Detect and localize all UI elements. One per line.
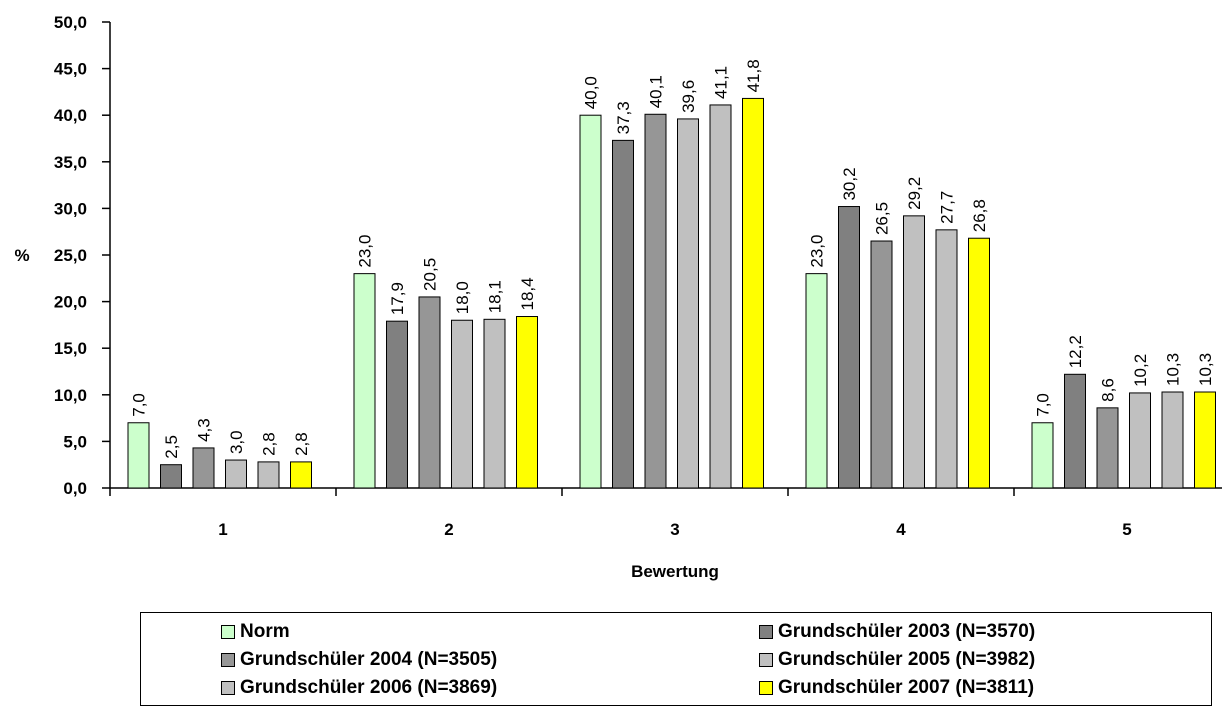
bar-6-cat-4 [968, 237, 990, 489]
y-tick-label: 30,0 [54, 199, 87, 218]
data-label: 3,0 [227, 430, 246, 454]
data-label: 7,0 [1034, 393, 1053, 417]
bar-2-cat-5 [1064, 373, 1086, 489]
legend-label: Grundschüler 2003 (N=3570) [778, 621, 1036, 642]
legend-label: Grundschüler 2005 (N=3982) [778, 649, 1036, 670]
y-tick-label: 25,0 [54, 246, 87, 265]
data-label: 23,0 [808, 235, 827, 268]
legend-swatch [221, 625, 235, 639]
bar-1-cat-5 [1031, 422, 1054, 489]
x-tick-label: 5 [1122, 520, 1131, 539]
data-label: 23,0 [356, 235, 375, 268]
y-tick-label: 50,0 [54, 13, 87, 32]
legend-swatch [221, 653, 235, 667]
bar-4-cat-5 [1129, 392, 1151, 489]
data-label: 29,2 [905, 177, 924, 210]
data-label: 40,0 [582, 76, 601, 109]
bar-6-cat-5 [1194, 391, 1216, 489]
legend-label: Grundschüler 2004 (N=3505) [240, 649, 498, 670]
bar-4-cat-4 [903, 215, 925, 489]
y-tick-label: 20,0 [54, 293, 87, 312]
legend-item: Norm [221, 620, 290, 644]
legend-swatch [759, 625, 773, 639]
data-label: 26,5 [873, 202, 892, 235]
data-label: 8,6 [1099, 378, 1118, 402]
legend-item: Grundschüler 2005 (N=3982) [759, 648, 1035, 672]
bar-5-cat-3 [709, 104, 732, 489]
legend-item: Grundschüler 2007 (N=3811) [759, 676, 1034, 700]
x-tick-label: 3 [670, 520, 679, 539]
bar-2-cat-3 [612, 139, 634, 489]
legend-swatch [221, 681, 235, 695]
data-label: 10,2 [1131, 354, 1150, 387]
data-label: 40,1 [647, 75, 666, 108]
bar-6-cat-1 [290, 461, 312, 489]
bar-2-cat-2 [386, 320, 408, 489]
data-label: 18,4 [518, 277, 537, 310]
data-label: 39,6 [679, 80, 698, 113]
y-tick-label: 35,0 [54, 153, 87, 172]
data-label: 10,3 [1196, 353, 1215, 386]
data-label: 26,8 [970, 199, 989, 232]
bar-6-cat-3 [742, 97, 764, 489]
data-label: 41,8 [744, 59, 763, 92]
legend-label: Grundschüler 2006 (N=3869) [240, 677, 498, 698]
bar-chart: 0,0 5,0 10,0 15,0 20,0 25,0 30,0 35,0 40,0 45,0 50… [14, 13, 1222, 581]
bar-3-cat-2 [418, 296, 441, 489]
x-axis-title: Bewertung [631, 562, 719, 581]
x-tick-label: 2 [444, 520, 453, 539]
bar-5-cat-4 [935, 229, 958, 489]
y-tick-label: 10,0 [54, 386, 87, 405]
bar-3-cat-3 [644, 113, 667, 489]
bar-3-cat-1 [192, 447, 215, 489]
data-label: 30,2 [840, 167, 859, 200]
y-tick-label: 15,0 [54, 339, 87, 358]
bar-3-cat-4 [870, 240, 893, 489]
data-label: 17,9 [388, 282, 407, 315]
data-label: 27,7 [938, 191, 957, 224]
legend-swatch [759, 653, 773, 667]
data-label: 18,0 [453, 281, 472, 314]
bar-1-cat-2 [353, 273, 376, 489]
y-tick-label: 5,0 [63, 432, 87, 451]
data-label: 41,1 [712, 66, 731, 99]
legend-item: Grundschüler 2003 (N=3570) [759, 620, 1035, 644]
data-label: 37,3 [614, 101, 633, 134]
y-tick-label: 0,0 [63, 479, 87, 498]
legend-item: Grundschüler 2006 (N=3869) [221, 676, 497, 700]
data-label: 7,0 [130, 393, 149, 417]
bar-4-cat-2 [451, 319, 473, 489]
data-label: 18,1 [486, 280, 505, 313]
bar-3-cat-5 [1096, 407, 1119, 489]
data-label: 4,3 [195, 418, 214, 442]
data-label: 2,8 [292, 432, 311, 456]
legend-label: Grundschüler 2007 (N=3811) [778, 677, 1035, 698]
bar-2-cat-1 [160, 464, 182, 489]
bar-5-cat-2 [483, 318, 506, 489]
bar-1-cat-4 [805, 273, 828, 489]
data-label: 2,5 [162, 435, 181, 459]
legend-item: Grundschüler 2004 (N=3505) [221, 648, 497, 672]
data-label: 12,2 [1066, 335, 1085, 368]
bar-1-cat-1 [127, 422, 150, 489]
legend-swatch [759, 681, 773, 695]
y-axis-title: % [14, 246, 29, 265]
x-tick-label: 4 [896, 520, 906, 539]
bar-4-cat-3 [677, 118, 699, 489]
bar-4-cat-1 [225, 459, 247, 489]
bar-1-cat-3 [579, 114, 602, 489]
data-label: 2,8 [260, 432, 279, 456]
bar-2-cat-4 [838, 206, 860, 489]
bar-6-cat-2 [516, 316, 538, 489]
y-tick-label: 45,0 [54, 60, 87, 79]
data-label: 20,5 [421, 258, 440, 291]
legend: Norm Grundschüler 2003 (N=3570) Grundschül… [140, 612, 1212, 706]
bar-5-cat-5 [1161, 391, 1184, 489]
data-label: 10,3 [1164, 353, 1183, 386]
bar-5-cat-1 [257, 461, 280, 489]
x-tick-label: 1 [218, 520, 227, 539]
legend-label: Norm [240, 621, 290, 642]
y-tick-label: 40,0 [54, 106, 87, 125]
